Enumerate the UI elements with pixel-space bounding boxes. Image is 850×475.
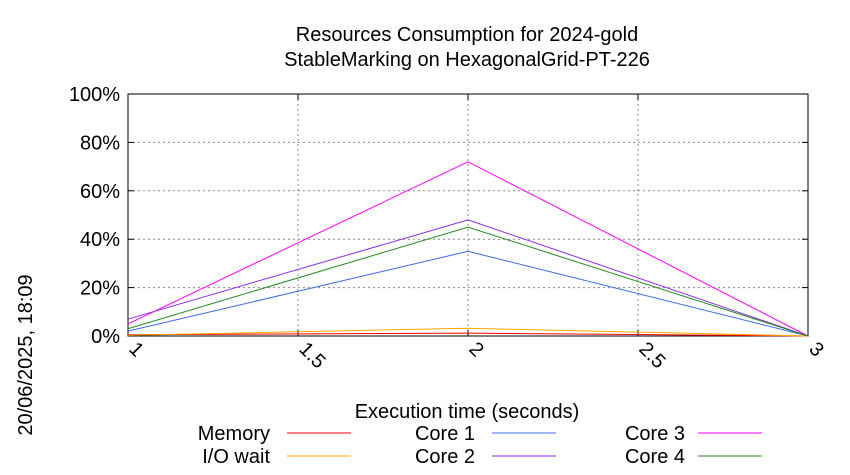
x-tick-label: 2.5 [634,338,669,373]
y-tick-label: 60% [80,181,120,203]
x-tick-label: 1.5 [294,338,329,373]
series-line-core-4 [127,226,809,337]
series-line-core-1 [127,250,809,337]
x-axis-label: Execution time (seconds) [355,401,580,423]
y-tick-label: 100% [69,84,120,106]
y-tick-label: 40% [80,229,120,251]
chart-title-line-2: StableMarking on HexagonalGrid-PT-226 [284,49,650,71]
x-tick-label: 2 [464,338,487,361]
series-line-memory [127,332,809,337]
y-tick-label: 0% [91,326,120,348]
x-tick-label: 3 [804,338,827,361]
legend-label-i-o-wait: I/O wait [202,446,270,468]
timestamp-label: 20/06/2025, 18:09 [15,274,37,435]
x-tick-label: 1 [124,338,147,361]
chart-title-line-1: Resources Consumption for 2024-gold [296,24,638,46]
y-tick-label: 20% [80,278,120,300]
legend-label-core-1: Core 1 [415,423,475,445]
legend-label-core-4: Core 4 [625,446,685,468]
y-tick-label: 80% [80,132,120,154]
grid-lines [128,94,808,336]
plot-border [127,93,809,337]
y-axis-ticks: 0% 20% 40% 60% 80% 100% [69,84,808,348]
legend-label-core-3: Core 3 [625,423,685,445]
series-line-core-3 [127,161,809,337]
series-line-i-o-wait [127,327,809,337]
legend-label-core-2: Core 2 [415,446,475,468]
series-line-core-2 [127,219,809,337]
legend-label-memory: Memory [198,423,270,445]
x-axis-ticks: 1 1.5 2 2.5 3 [124,94,828,373]
data-series [127,161,809,337]
